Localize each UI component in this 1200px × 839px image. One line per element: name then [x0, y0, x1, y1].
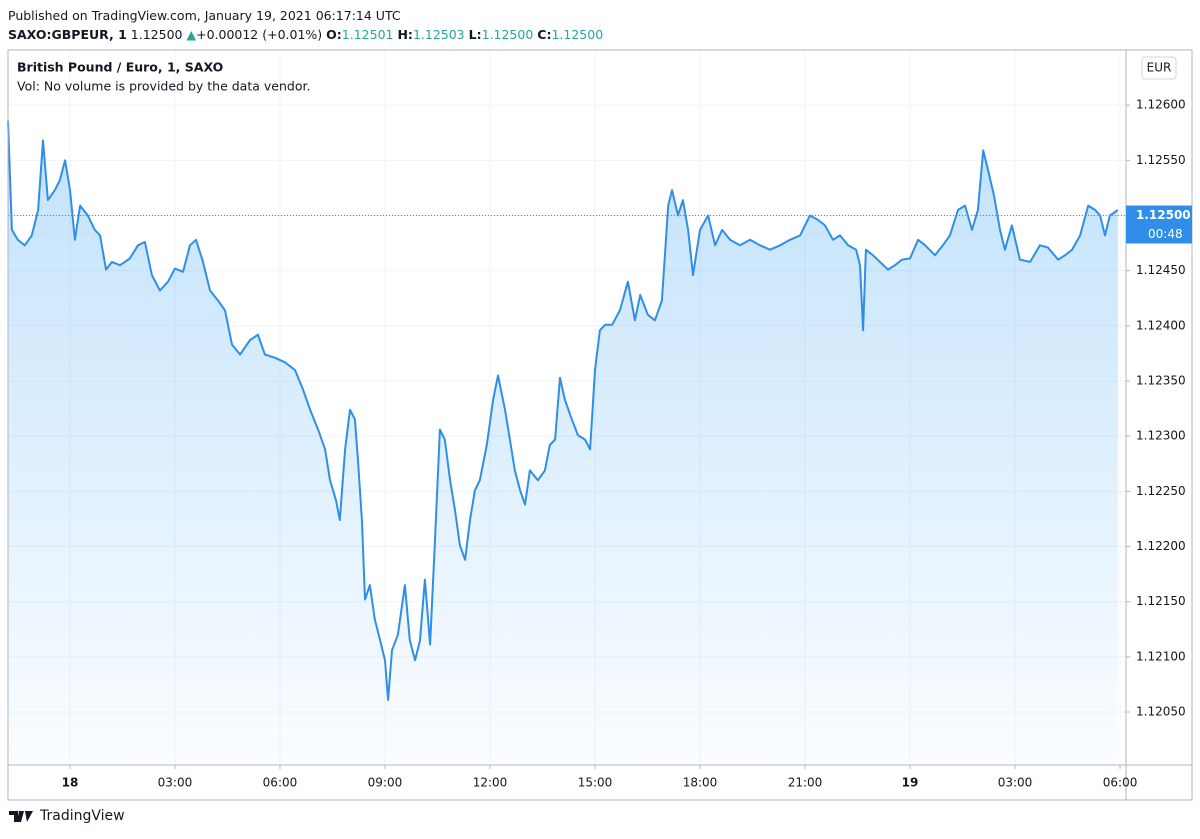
ohlc-label: C: — [537, 27, 552, 42]
axes: 1.12050 1.12100 1.12150 1.12200 1.12250 1.123… — [62, 98, 1192, 790]
chart-title: British Pound / Euro, 1, SAXO — [17, 60, 223, 75]
y-tick-label: 1.12100 — [1136, 649, 1186, 663]
x-tick-label: 12:00 — [473, 776, 508, 790]
x-tick-label: 19 — [902, 776, 919, 790]
footer: TradingView — [8, 808, 125, 824]
x-tick-label: 21:00 — [788, 776, 823, 790]
last-price-label: 1.12500 — [1136, 208, 1191, 222]
logo-shape — [9, 811, 33, 822]
price-line — [7, 120, 1119, 701]
y-tick-label: 1.12600 — [1136, 98, 1186, 112]
ohlc-value: 1.12500 — [551, 27, 604, 42]
x-tick-label: 09:00 — [368, 776, 403, 790]
last-price-box — [1126, 205, 1192, 244]
y-tick-label: 1.12250 — [1136, 484, 1186, 498]
y-tick-label: 1.12400 — [1136, 318, 1186, 332]
x-tick-label: 06:00 — [263, 776, 298, 790]
brand: TradingView — [40, 808, 125, 824]
currency[interactable]: EUR — [1147, 61, 1172, 75]
x-tick-label: 15:00 — [578, 776, 613, 790]
currency-box[interactable] — [1141, 56, 1177, 80]
x-tick-label: 03:00 — [158, 776, 193, 790]
arrow: ▲ — [186, 27, 197, 42]
x-tick-label: 18 — [62, 776, 79, 790]
x-tick-label: 06:00 — [1103, 776, 1138, 790]
ohlc-value: 1.12503 — [412, 27, 465, 42]
change: +0.00012 (+0.01%) — [196, 27, 323, 42]
y-tick-label: 1.12300 — [1136, 429, 1186, 443]
y-tick-label: 1.12050 — [1136, 705, 1186, 719]
quote-line: SAXO:GBPEUR, 1 1.12500 ▲+0.00012 (+0.01%… — [8, 25, 603, 44]
header: Published on TradingView.com, January 19… — [8, 6, 603, 44]
plot — [7, 120, 1126, 766]
ohlc-label: H: — [397, 27, 413, 42]
y-tick-label: 1.12150 — [1136, 594, 1186, 608]
ohlc-label: L: — [468, 27, 482, 42]
y-tick-label: 1.12200 — [1136, 539, 1186, 553]
y-tick-label: 1.12450 — [1136, 263, 1186, 277]
last: 1.12500 — [130, 27, 183, 42]
area — [8, 120, 1118, 766]
ohlc-label: O: — [326, 27, 342, 42]
symbol: SAXO:GBPEUR, 1 — [8, 27, 127, 42]
x-tick-label: 18:00 — [683, 776, 718, 790]
chart: British Pound / Euro, 1, SAXO Vol: No vo… — [7, 49, 1193, 801]
frame — [7, 49, 1193, 801]
logo — [9, 811, 33, 822]
countdown: 00:48 — [1148, 227, 1183, 241]
ohlc-value: 1.12500 — [481, 27, 534, 42]
x-tick-label: 03:00 — [998, 776, 1033, 790]
y-tick-label: 1.12350 — [1136, 374, 1186, 388]
published: Published on TradingView.com, January 19… — [8, 8, 401, 23]
chart-subtitle: Vol: No volume is provided by the data v… — [17, 79, 310, 94]
ohlc-value: 1.12501 — [341, 27, 394, 42]
y-tick-label: 1.12550 — [1136, 153, 1186, 167]
